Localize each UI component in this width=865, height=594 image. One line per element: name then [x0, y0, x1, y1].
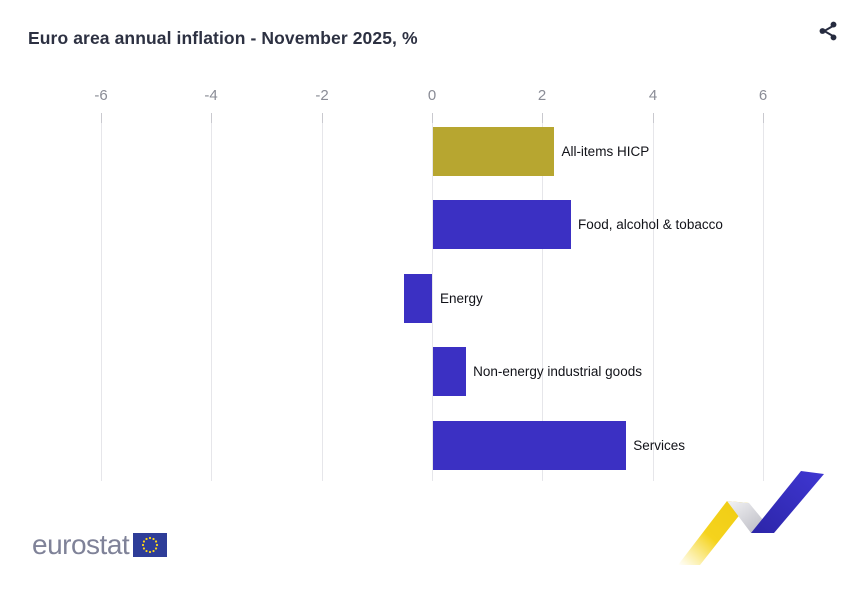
eu-flag-icon: [133, 533, 168, 557]
x-tickmark: [322, 113, 323, 123]
x-gridline: [322, 113, 323, 481]
bar-label: Services: [633, 437, 685, 453]
x-tick-label: 6: [758, 87, 768, 104]
x-gridline: [542, 113, 543, 481]
bar-label: Energy: [440, 290, 483, 306]
x-gridline: [763, 113, 764, 481]
x-tickmark: [211, 113, 212, 123]
page-title: Euro area annual inflation - November 20…: [28, 27, 418, 48]
bar-energy[interactable]: [404, 273, 432, 323]
eurostat-logo: eurostat: [32, 529, 168, 561]
x-tick-label: 0: [427, 87, 437, 104]
x-tick-label: 2: [537, 87, 547, 104]
x-tickmark: [542, 113, 543, 123]
eurostat-logo-text: eurostat: [32, 529, 130, 560]
share-icon: [817, 21, 839, 45]
x-tick-label: 4: [648, 87, 658, 104]
bar-food-alcohol-tobacco[interactable]: [433, 200, 571, 250]
bar-services[interactable]: [433, 420, 627, 470]
x-gridline: [101, 113, 102, 481]
bar-all-items-hicp[interactable]: [433, 126, 555, 176]
bar-label: Food, alcohol & tobacco: [578, 217, 723, 233]
x-tick-label: -2: [315, 87, 329, 104]
x-tickmark: [101, 113, 102, 123]
x-tick-label: -4: [204, 87, 218, 104]
x-gridline: [432, 113, 433, 481]
x-tickmark: [763, 113, 764, 123]
x-tickmark: [653, 113, 654, 123]
bar-label: Non-energy industrial goods: [473, 364, 642, 380]
x-gridline: [653, 113, 654, 481]
bar-non-energy-industrial-goods[interactable]: [433, 347, 467, 397]
x-tick-label: -6: [94, 87, 108, 104]
share-button[interactable]: [815, 19, 841, 45]
x-tickmark: [432, 113, 433, 123]
bar-label: All-items HICP: [561, 143, 650, 159]
x-gridline: [211, 113, 212, 481]
